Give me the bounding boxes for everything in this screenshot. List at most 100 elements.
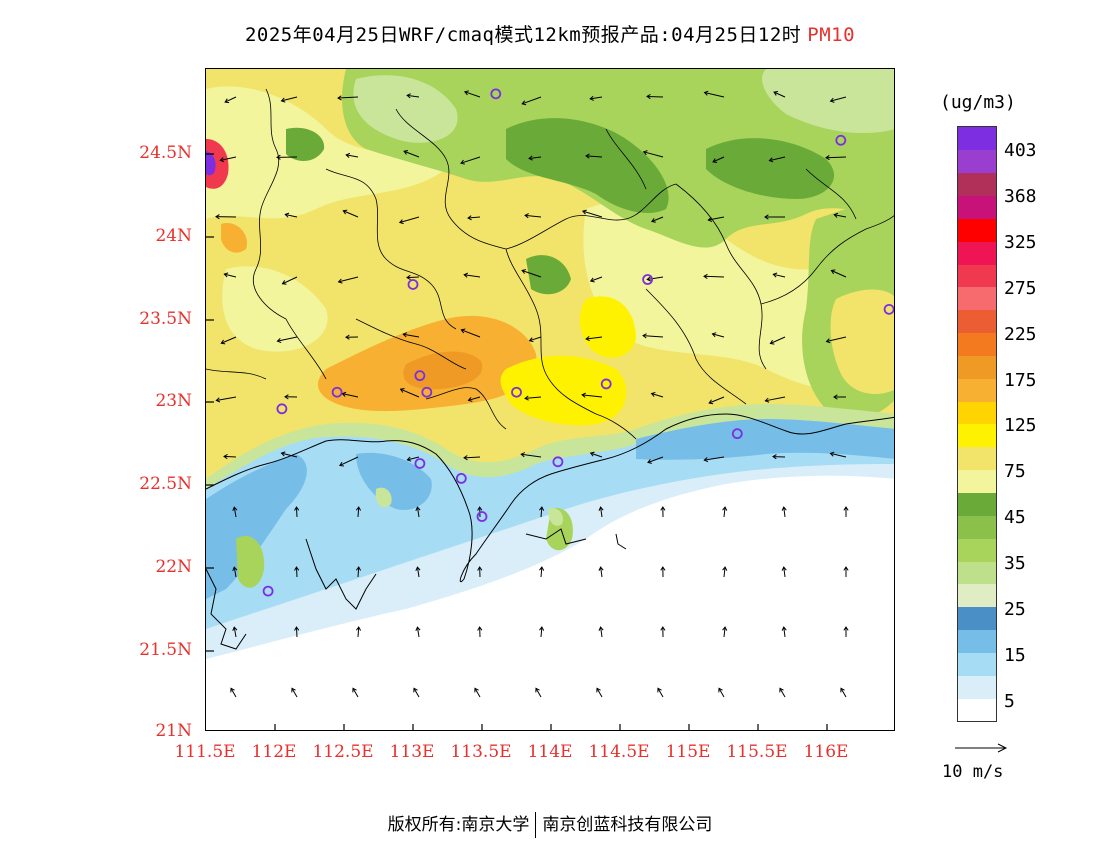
wind-arrow <box>764 214 785 220</box>
field-yellow-light <box>222 266 328 352</box>
wind-arrow <box>406 93 420 99</box>
wind-arrow <box>337 276 359 284</box>
station-marker <box>883 303 894 315</box>
wind-arrow <box>294 506 300 518</box>
wind-arrow <box>833 212 847 218</box>
wind-arrow <box>477 626 483 638</box>
colorbar-label: 275 <box>1004 278 1037 299</box>
lat-label: 23.5N <box>139 309 192 329</box>
wind-arrow <box>276 336 298 344</box>
footer: 版权所有:南京大学 南京创蓝科技有限公司 <box>0 810 1100 838</box>
station-marker <box>600 378 612 390</box>
wind-arrow <box>598 566 604 578</box>
field-yellow-bright <box>579 296 636 358</box>
wind-arrow <box>712 156 725 163</box>
wind-arrow <box>764 396 786 403</box>
colorbar-label: 325 <box>1004 232 1037 253</box>
station-marker <box>276 403 288 415</box>
colorbar-segment <box>958 355 996 379</box>
station-marker <box>421 386 433 398</box>
map-panel[interactable] <box>205 68 895 731</box>
wind-arrow <box>589 451 603 458</box>
wind-arrow <box>276 154 298 160</box>
wind-arrow <box>467 215 481 221</box>
field-green-patch <box>526 255 571 295</box>
wind-arrow <box>585 153 603 159</box>
wind-arrow <box>779 687 786 698</box>
field-island-green <box>375 487 392 508</box>
wind-arrow <box>413 687 420 698</box>
wind-arrow <box>830 269 847 278</box>
wind-arrow <box>223 272 237 278</box>
wind-arrow <box>769 336 786 345</box>
colorbar-label: 225 <box>1004 324 1037 345</box>
wind-arrow <box>703 90 725 98</box>
station-marker <box>331 386 343 398</box>
wind-arrow <box>341 391 359 398</box>
station-marker <box>414 458 426 469</box>
colorbar-segment <box>958 286 996 311</box>
wind-arrow <box>280 96 298 103</box>
wind-arrow <box>345 152 359 158</box>
colorbar-segment <box>958 424 996 448</box>
wind-arrow <box>355 566 362 578</box>
colorbar-label: 368 <box>1004 186 1037 207</box>
field-sea-open <box>206 475 894 730</box>
colorbar-segment <box>958 241 996 265</box>
field-green-light <box>762 69 894 134</box>
monitoring-stations <box>262 88 894 597</box>
pm10-field <box>206 69 894 730</box>
wind-arrow <box>843 566 849 577</box>
colorbar-segment <box>958 309 996 334</box>
wind-arrow <box>474 687 481 698</box>
wind-arrow <box>352 687 359 698</box>
field-green-dark <box>506 118 669 214</box>
station-marker <box>407 279 419 290</box>
wind-arrow <box>345 334 359 340</box>
lat-label: 22.5N <box>139 474 192 494</box>
colorbar-label: 15 <box>1004 645 1026 666</box>
wind-arrow <box>773 91 786 98</box>
wind-arrow <box>528 336 542 343</box>
wind-arrow <box>294 626 300 638</box>
wind-arrow <box>280 451 298 458</box>
wind-arrow <box>460 328 481 338</box>
wind-arrow <box>232 506 238 518</box>
wind-arrow <box>355 626 362 638</box>
map-ticks <box>206 153 828 730</box>
wind-arrow <box>339 456 359 467</box>
colorbar-segment <box>958 561 996 585</box>
colorbar-segment <box>958 332 996 356</box>
field-island-green <box>548 508 564 526</box>
wind-arrow <box>585 336 603 342</box>
wind-arrow <box>589 95 603 101</box>
concentration-map <box>206 69 894 730</box>
lat-label: 22N <box>155 557 192 577</box>
wind-arrow <box>843 626 849 637</box>
wind-arrow <box>781 566 787 578</box>
lon-label: 113E <box>389 742 435 762</box>
wind-arrow <box>467 396 481 402</box>
colorbar-segment <box>958 195 996 219</box>
wind-arrow <box>825 336 847 344</box>
colorbar-segment <box>958 264 996 288</box>
wind-arrow <box>281 276 298 285</box>
colorbar-label: 75 <box>1004 461 1026 482</box>
station-marker <box>262 585 274 597</box>
station-marker <box>552 456 564 468</box>
field-yellow-bright <box>500 355 627 426</box>
wind-arrow <box>772 454 786 460</box>
wind-arrow <box>772 272 786 278</box>
wind-arrow <box>651 216 664 223</box>
wind-arrow <box>840 687 847 698</box>
wind-arrow <box>781 626 787 638</box>
colorbar-segment <box>958 515 996 539</box>
lon-label: 115.5E <box>726 742 788 762</box>
wind-arrow <box>718 687 725 698</box>
colorbar-segment <box>958 629 996 653</box>
wind-arrow <box>294 566 300 578</box>
title-main: 2025年04月25日WRF/cmaq模式12km预报产品:04月25日12时 <box>244 24 802 46</box>
colorbar-label: 35 <box>1004 553 1026 574</box>
wind-arrow <box>399 388 420 398</box>
wind-arrow <box>539 566 545 578</box>
